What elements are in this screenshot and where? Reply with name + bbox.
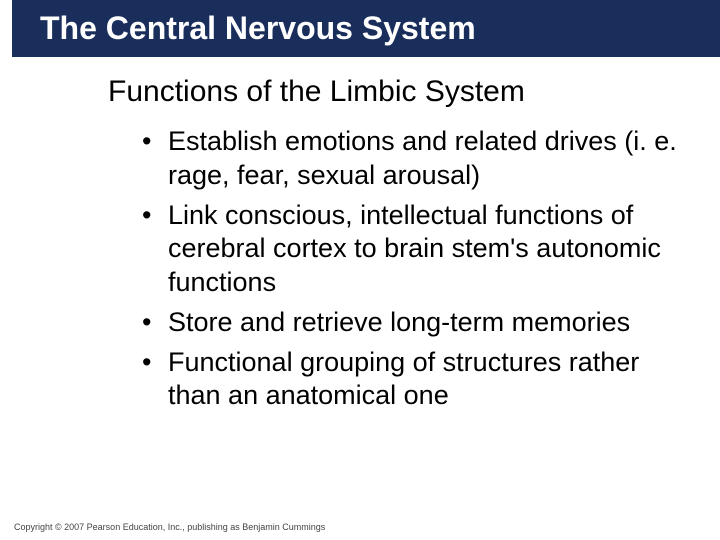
list-item: Store and retrieve long-term memories xyxy=(142,306,680,340)
subtitle: Functions of the Limbic System xyxy=(108,75,680,109)
list-item: Link conscious, intellectual functions o… xyxy=(142,199,680,300)
page-title: The Central Nervous System xyxy=(40,10,692,47)
bullet-list: Establish emotions and related drives (i… xyxy=(108,125,680,413)
content-area: Functions of the Limbic System Establish… xyxy=(0,57,720,413)
copyright-text: Copyright © 2007 Pearson Education, Inc.… xyxy=(14,522,325,532)
title-bar: The Central Nervous System xyxy=(12,0,720,57)
list-item: Functional grouping of structures rather… xyxy=(142,346,680,414)
list-item: Establish emotions and related drives (i… xyxy=(142,125,680,193)
